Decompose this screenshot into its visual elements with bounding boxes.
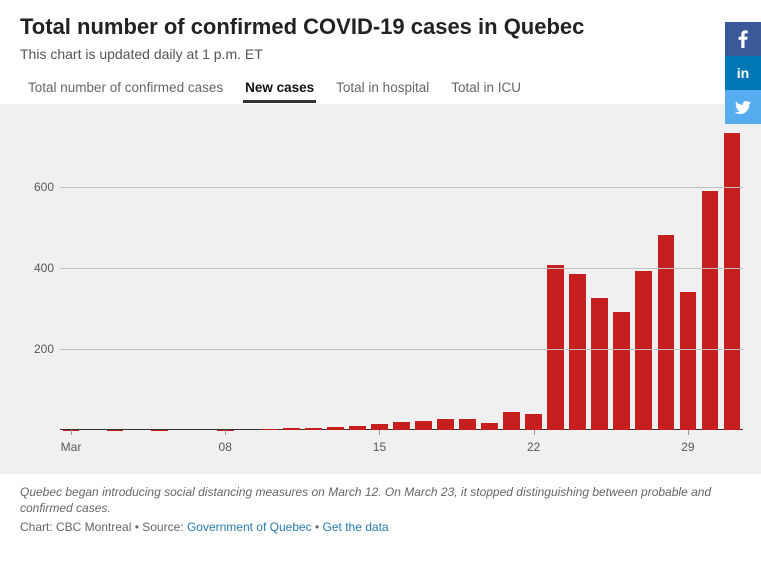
- bar[interactable]: [702, 191, 719, 430]
- x-tick-mark: [688, 430, 689, 435]
- bar[interactable]: [415, 421, 432, 430]
- bar[interactable]: [503, 412, 520, 430]
- bar[interactable]: [591, 298, 608, 430]
- bar[interactable]: [305, 428, 322, 430]
- page-title: Total number of confirmed COVID-19 cases…: [20, 14, 741, 40]
- share-twitter-button[interactable]: [725, 90, 761, 124]
- share-rail: in: [725, 22, 761, 124]
- page-subtitle: This chart is updated daily at 1 p.m. ET: [20, 46, 741, 62]
- bar[interactable]: [437, 419, 454, 430]
- tab-total-icu[interactable]: Total in ICU: [451, 76, 521, 103]
- bar[interactable]: [680, 292, 697, 430]
- bar[interactable]: [635, 271, 652, 430]
- x-tick-label: Mar: [61, 440, 82, 454]
- y-gridline: [60, 349, 743, 350]
- chart-card: Total number of confirmed COVID-19 cases…: [0, 0, 761, 563]
- source-link[interactable]: Government of Quebec: [187, 520, 312, 534]
- chart-plot: 200400600Mar08152229: [60, 122, 743, 430]
- x-tick-label: 29: [681, 440, 694, 454]
- x-tick-label: 22: [527, 440, 540, 454]
- y-gridline: [60, 187, 743, 188]
- y-tick-label: 600: [16, 180, 54, 194]
- y-tick-label: 400: [16, 261, 54, 275]
- share-facebook-button[interactable]: [725, 22, 761, 56]
- facebook-icon: [738, 30, 748, 48]
- bar[interactable]: [525, 414, 542, 430]
- tab-total-hospital[interactable]: Total in hospital: [336, 76, 429, 103]
- twitter-icon: [735, 101, 751, 114]
- chart-credit: Chart: CBC Montreal • Source: Government…: [20, 520, 741, 534]
- bar[interactable]: [459, 419, 476, 430]
- bar[interactable]: [261, 429, 278, 430]
- x-tick-label: 08: [219, 440, 232, 454]
- bar[interactable]: [283, 428, 300, 430]
- bar[interactable]: [349, 426, 366, 430]
- bar[interactable]: [327, 427, 344, 430]
- tab-bar: Total number of confirmed cases New case…: [20, 76, 741, 104]
- y-gridline: [60, 268, 743, 269]
- y-tick-label: 200: [16, 342, 54, 356]
- credit-separator: •: [312, 520, 323, 534]
- x-tick-mark: [225, 430, 226, 435]
- x-tick-mark: [71, 430, 72, 435]
- credit-prefix: Chart: CBC Montreal • Source:: [20, 520, 187, 534]
- content-wrap: Total number of confirmed COVID-19 cases…: [0, 0, 761, 104]
- tab-new-cases[interactable]: New cases: [245, 76, 314, 103]
- bar[interactable]: [724, 133, 741, 430]
- bar[interactable]: [613, 312, 630, 430]
- x-tick-mark: [379, 430, 380, 435]
- x-tick-mark: [534, 430, 535, 435]
- bar[interactable]: [547, 265, 564, 430]
- chart-area: 200 400 600 Mar 08 15 22 29: [0, 104, 761, 474]
- chart-footnote: Quebec began introducing social distanci…: [20, 484, 741, 516]
- tab-total-confirmed[interactable]: Total number of confirmed cases: [28, 76, 223, 103]
- bar[interactable]: [569, 274, 586, 430]
- bar[interactable]: [481, 423, 498, 430]
- bar-container: [60, 122, 743, 430]
- bar[interactable]: [658, 235, 675, 430]
- share-linkedin-button[interactable]: in: [725, 56, 761, 90]
- get-data-link[interactable]: Get the data: [323, 520, 389, 534]
- bar[interactable]: [393, 422, 410, 430]
- linkedin-icon: in: [737, 65, 749, 81]
- x-tick-label: 15: [373, 440, 386, 454]
